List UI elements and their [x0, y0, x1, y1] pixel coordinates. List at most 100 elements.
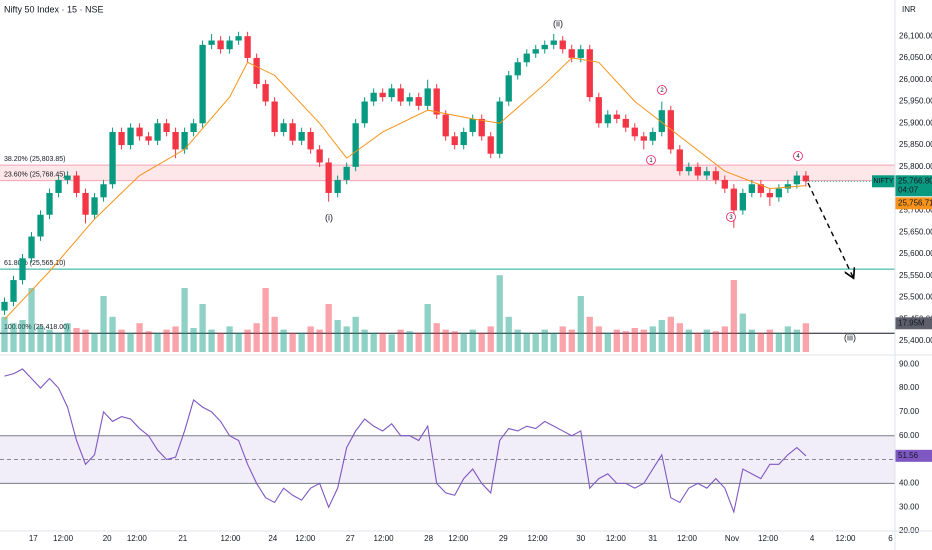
volume-bar [622, 331, 629, 352]
volume-bar [712, 331, 719, 352]
volume-bar [532, 332, 539, 352]
volume-bar [370, 332, 377, 352]
candle-body [208, 40, 215, 45]
time-tick-label: 31 [648, 534, 657, 543]
time-tick-label: 29 [499, 534, 508, 543]
wave-circle [657, 85, 667, 95]
volume-bar [235, 332, 242, 352]
wave-circle [646, 155, 656, 165]
candle-body [109, 131, 116, 185]
volume-bar [325, 304, 332, 352]
volume-bar [478, 332, 485, 352]
volume-bar [784, 326, 792, 352]
time-tick-label: 27 [346, 534, 355, 543]
volume-bar [271, 316, 278, 352]
candle-body [802, 175, 810, 182]
candle-body [217, 40, 224, 50]
candle-body [649, 131, 656, 141]
candle-body [730, 188, 737, 211]
volume-bar [145, 331, 152, 352]
wave-label: (i) [325, 212, 333, 222]
time-tick-label: 12:00 [220, 534, 241, 543]
volume-bar [415, 332, 422, 352]
time-tick-label: 28 [424, 534, 433, 543]
candle-body [226, 40, 233, 50]
volume-bar [496, 275, 503, 352]
projection-arrow [807, 182, 853, 277]
volume-bar [433, 323, 440, 352]
volume-bar [397, 329, 404, 352]
candle-body [523, 53, 530, 63]
time-tick-label: 12:00 [127, 534, 148, 543]
volume-bar [199, 304, 206, 352]
volume-bar [541, 329, 548, 352]
candle-body [307, 131, 314, 150]
candle-body [73, 175, 80, 193]
volume-bar [703, 329, 710, 352]
candle-body [451, 136, 458, 146]
fib-label: 38.20% (25,803.85) [4, 156, 66, 163]
volume-bar [667, 316, 674, 352]
candle-body [370, 92, 377, 102]
volume-bar [64, 323, 71, 352]
candle-body [298, 131, 305, 141]
ma-tag: 25,756.71 [898, 198, 932, 207]
volume-tag: 17.95M [898, 318, 925, 327]
candle-body [496, 101, 503, 154]
volume-bar [406, 331, 413, 352]
volume-bar [208, 329, 215, 352]
volume-bar [604, 332, 611, 352]
volume-bar [613, 329, 620, 352]
volume-bar [244, 329, 251, 352]
price-tick-label: 25,600.00 [899, 249, 932, 258]
volume-bar [424, 304, 431, 352]
volume-bar [334, 320, 341, 352]
volume-bar [694, 332, 701, 352]
volume-bar [586, 316, 593, 352]
candle-body [586, 49, 593, 98]
time-tick-label: 6 [888, 534, 893, 543]
price-tick-label: 25,900.00 [899, 118, 932, 127]
volume-bar [469, 329, 476, 352]
candle-body [784, 184, 792, 189]
volume-bar [10, 323, 17, 352]
volume-bar [352, 316, 359, 352]
candle-body [145, 136, 152, 141]
candle-body [577, 49, 584, 58]
candle-body [532, 49, 539, 54]
volume-bar [568, 329, 575, 352]
volume-bar [757, 332, 764, 352]
candle-body [388, 88, 395, 98]
volume-bar [82, 329, 89, 352]
volume-bar [46, 329, 53, 352]
volume-bar [55, 332, 62, 352]
candle-body [694, 166, 701, 176]
volume-bar [280, 329, 287, 352]
fib-zone [0, 165, 895, 181]
candle-body [748, 184, 755, 193]
price-tick-label: 25,950.00 [899, 97, 932, 106]
volume-bar [442, 329, 449, 352]
volume-bar [172, 326, 179, 352]
time-tick-label: 12:00 [677, 534, 698, 543]
candle-body [559, 40, 566, 50]
price-tick-label: 26,100.00 [899, 31, 932, 40]
layer: 38.20% (25,803.85) 23.60% (25,768.45) 61.8… [0, 18, 932, 543]
candle-body [721, 179, 728, 189]
price-tick-label: 26,050.00 [899, 53, 932, 62]
candle-body [595, 97, 602, 124]
time-tick-label: 24 [268, 534, 277, 543]
candle-body [271, 101, 278, 132]
volume-bar [226, 326, 233, 352]
candle-body [199, 44, 206, 124]
wave-minor-label: 4 [796, 154, 800, 160]
candle-body [280, 123, 287, 132]
volume-bar [721, 326, 728, 352]
volume-bar [19, 320, 26, 352]
candle-body [793, 175, 801, 185]
time-tick-label: 12:00 [448, 534, 469, 543]
candle-body [712, 171, 719, 180]
wave-label: (ii) [553, 18, 563, 28]
volume-tag-bg [895, 317, 932, 330]
